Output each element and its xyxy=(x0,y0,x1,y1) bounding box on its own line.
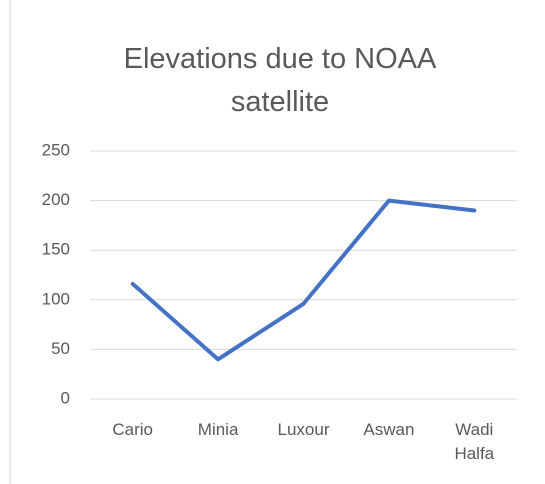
chart-title: Elevations due to NOAA satellite xyxy=(123,43,437,118)
x-tick-label: Luxour xyxy=(277,420,330,439)
x-tick-label: Wadi Halfa xyxy=(454,420,495,463)
y-tick-label: 100 xyxy=(42,289,70,308)
x-tick-label: Cario xyxy=(112,420,153,439)
y-tick-label: 0 xyxy=(61,388,70,407)
y-tick-label: 50 xyxy=(51,339,70,358)
x-tick-label: Aswan xyxy=(363,420,415,439)
y-tick-label: 250 xyxy=(42,140,70,159)
data-line xyxy=(130,198,477,362)
y-tick-label: 150 xyxy=(42,240,70,259)
x-tick-label: Minia xyxy=(197,420,239,439)
y-tick-label: 200 xyxy=(42,190,70,209)
